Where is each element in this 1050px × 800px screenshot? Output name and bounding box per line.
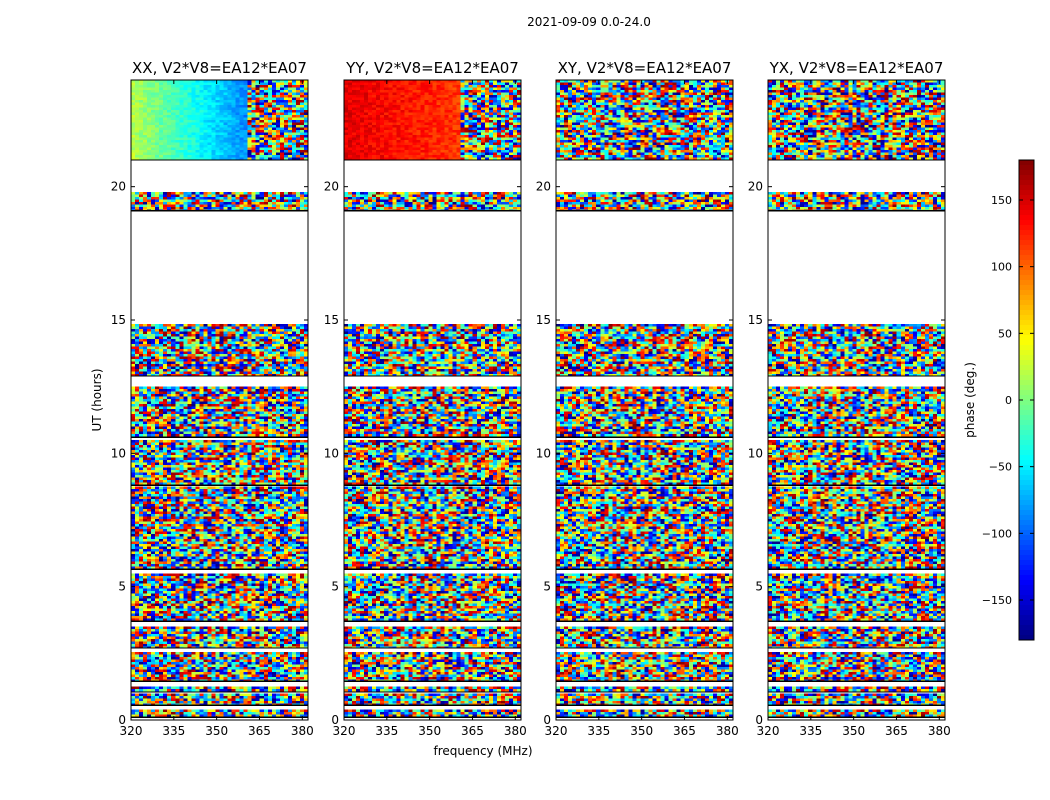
y-tick-label: 20 xyxy=(536,180,551,194)
y-tick-label: 20 xyxy=(748,180,763,194)
phase-figure: 2021-09-09 0.0-24.0 XX, V2*V8=EA12*EA07 3… xyxy=(0,0,1050,800)
panel-title: XX, V2*V8=EA12*EA07 xyxy=(132,59,307,77)
colorbar-label: phase (deg.) xyxy=(963,362,977,438)
y-tick-label: 5 xyxy=(331,580,339,594)
y-tick-label: 5 xyxy=(118,580,126,594)
colorbar-tick-label: −100 xyxy=(982,527,1012,540)
y-tick-label: 0 xyxy=(118,713,126,727)
y-tick-label: 0 xyxy=(331,713,339,727)
x-tick-label: 335 xyxy=(799,724,822,738)
colorbar-tick-label: 0 xyxy=(1005,394,1012,407)
panel-title: XY, V2*V8=EA12*EA07 xyxy=(558,59,732,77)
y-tick-label: 10 xyxy=(536,446,551,460)
y-tick-label: 5 xyxy=(755,580,763,594)
colorbar-tick-label: −50 xyxy=(989,461,1012,474)
y-tick-label: 0 xyxy=(543,713,551,727)
panel-heatmap xyxy=(768,80,945,718)
colorbar-tick-label: 50 xyxy=(998,327,1012,340)
panel-heatmap xyxy=(131,80,308,718)
colorbar-tick-label: 100 xyxy=(991,261,1012,274)
y-tick-label: 15 xyxy=(111,313,126,327)
y-tick-label: 20 xyxy=(324,180,339,194)
panel-title: YY, V2*V8=EA12*EA07 xyxy=(345,59,519,77)
y-tick-label: 10 xyxy=(111,446,126,460)
y-tick-label: 0 xyxy=(755,713,763,727)
y-tick-label: 15 xyxy=(748,313,763,327)
y-tick-label: 10 xyxy=(748,446,763,460)
x-tick-label: 380 xyxy=(291,724,314,738)
x-tick-label: 335 xyxy=(587,724,610,738)
x-tick-label: 335 xyxy=(162,724,185,738)
x-tick-label: 365 xyxy=(461,724,484,738)
x-axis-label: frequency (MHz) xyxy=(433,744,532,758)
colorbar-tick-label: 150 xyxy=(991,194,1012,207)
x-tick-label: 380 xyxy=(716,724,739,738)
x-tick-label: 380 xyxy=(928,724,951,738)
x-tick-label: 350 xyxy=(842,724,865,738)
x-tick-label: 365 xyxy=(673,724,696,738)
x-tick-label: 365 xyxy=(248,724,271,738)
x-tick-label: 335 xyxy=(375,724,398,738)
y-tick-label: 15 xyxy=(536,313,551,327)
panel-title: YX, V2*V8=EA12*EA07 xyxy=(769,59,944,77)
y-tick-label: 5 xyxy=(543,580,551,594)
y-tick-label: 15 xyxy=(324,313,339,327)
x-tick-label: 365 xyxy=(885,724,908,738)
x-tick-label: 350 xyxy=(630,724,653,738)
panel-heatmap xyxy=(344,80,521,718)
figure-suptitle: 2021-09-09 0.0-24.0 xyxy=(527,15,651,29)
x-tick-label: 350 xyxy=(205,724,228,738)
x-tick-label: 380 xyxy=(504,724,527,738)
y-axis-label: UT (hours) xyxy=(90,368,104,431)
colorbar: −150 −100 −50 0 50 100 150 xyxy=(982,160,1034,641)
panel-heatmap xyxy=(556,80,733,718)
colorbar-tick-label: −150 xyxy=(982,594,1012,607)
y-tick-label: 10 xyxy=(324,446,339,460)
x-tick-label: 350 xyxy=(418,724,441,738)
y-tick-label: 20 xyxy=(111,180,126,194)
